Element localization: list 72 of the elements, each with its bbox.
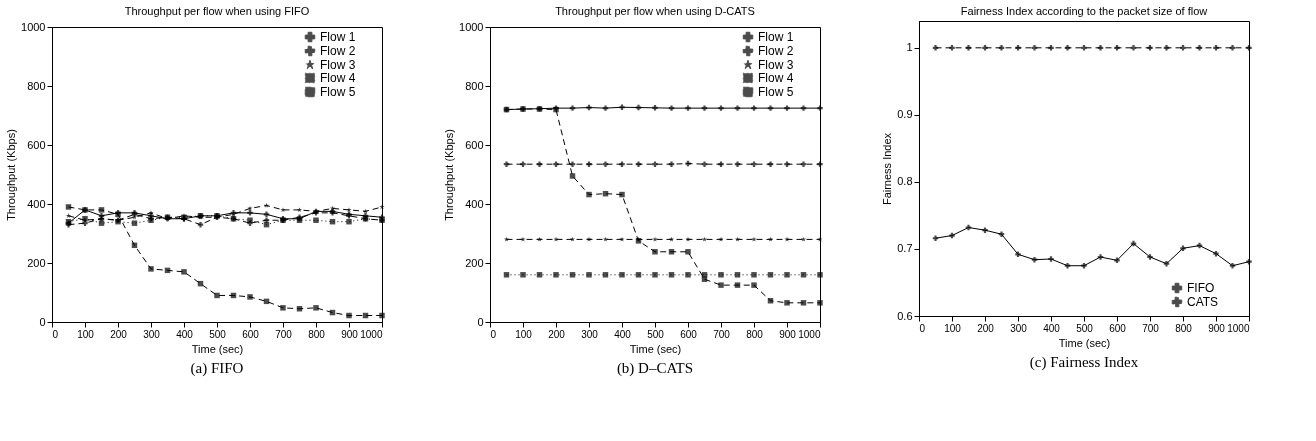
x-tick-label: 500: [1076, 322, 1094, 334]
y-tick-label: 0.8: [897, 175, 913, 188]
y-tick-label: 200: [465, 256, 484, 269]
x-tick-label: 700: [275, 328, 293, 340]
chart-title: Fairness Index according to the packet size of flow: [960, 5, 1208, 17]
x-tick-label: 0: [490, 328, 497, 340]
y-tick-label: 0.6: [897, 309, 913, 322]
y-tick-label: 1000: [21, 20, 46, 33]
x-tick-label: 500: [647, 328, 665, 340]
x-tick-label: 800: [1175, 322, 1193, 334]
x-tick-label: 1000: [1227, 322, 1250, 334]
x-tick-label: 600: [242, 328, 260, 340]
x-tick-label: 400: [614, 328, 632, 340]
x-tick-label: 200: [110, 328, 128, 340]
x-tick-label: 900: [779, 328, 797, 340]
x-axis-title: Time (sec): [191, 342, 244, 355]
x-tick-label: 200: [977, 322, 995, 334]
x-tick-label: 600: [1109, 322, 1127, 334]
chart-title: Throughput per flow when using FIFO: [124, 5, 310, 17]
legend-label: Flow 4: [758, 71, 794, 85]
legend-label: FIFO: [1187, 281, 1215, 295]
y-tick-label: 0.7: [897, 242, 913, 255]
legend-label: Flow 1: [758, 30, 794, 44]
y-axis-title: Throughput (Kbps): [5, 129, 18, 221]
x-tick-label: 900: [1208, 322, 1226, 334]
x-tick-label: 100: [515, 328, 533, 340]
x-tick-label: 600: [680, 328, 698, 340]
x-tick-label: 400: [1043, 322, 1061, 334]
y-tick-label: 800: [465, 79, 484, 92]
x-tick-label: 400: [176, 328, 194, 340]
x-tick-label: 300: [1010, 322, 1028, 334]
legend-label: CATS: [1187, 295, 1219, 309]
y-tick-label: 1: [906, 41, 913, 54]
x-tick-label: 300: [581, 328, 599, 340]
y-tick-label: 800: [27, 79, 46, 92]
legend-label: Flow 3: [758, 58, 794, 72]
legend-label: Flow 5: [758, 85, 794, 99]
y-tick-label: 1000: [459, 20, 484, 33]
x-tick-label: 0: [52, 328, 59, 340]
legend-label: Flow 4: [320, 71, 356, 85]
x-tick-label: 100: [77, 328, 95, 340]
chart-title: Throughput per flow when using D-CATS: [555, 5, 755, 17]
y-tick-label: 600: [27, 138, 46, 151]
legend-label: Flow 2: [320, 44, 356, 58]
x-tick-label: 500: [209, 328, 227, 340]
x-tick-label: 100: [944, 322, 962, 334]
y-tick-label: 400: [27, 197, 46, 210]
legend-label: Flow 2: [758, 44, 794, 58]
x-tick-label: 700: [713, 328, 731, 340]
legend-label: Flow 3: [320, 58, 356, 72]
text: (c) Fairness Index: [1029, 354, 1139, 371]
x-tick-label: 800: [308, 328, 326, 340]
x-axis-title: Time (sec): [1058, 336, 1111, 349]
x-tick-label: 200: [548, 328, 566, 340]
x-tick-label: 800: [746, 328, 764, 340]
x-tick-label: 900: [341, 328, 359, 340]
x-tick-label: 300: [143, 328, 161, 340]
text: (a) FIFO: [190, 360, 244, 377]
y-axis-title: Throughput (Kbps): [443, 129, 456, 221]
legend-label: Flow 5: [320, 85, 356, 99]
x-axis-title: Time (sec): [629, 342, 682, 355]
y-tick-label: 600: [465, 138, 484, 151]
legend-label: Flow 1: [320, 30, 356, 44]
x-tick-label: 1000: [798, 328, 821, 340]
y-tick-label: 200: [27, 256, 46, 269]
text: (b) D–CATS: [616, 360, 694, 377]
x-tick-label: 1000: [360, 328, 383, 340]
x-tick-label: 700: [1142, 322, 1160, 334]
x-tick-label: 0: [919, 322, 926, 334]
y-tick-label: 0.9: [897, 108, 913, 121]
y-tick-label: 400: [465, 197, 484, 210]
y-axis-title: Fairness Index: [881, 132, 894, 206]
